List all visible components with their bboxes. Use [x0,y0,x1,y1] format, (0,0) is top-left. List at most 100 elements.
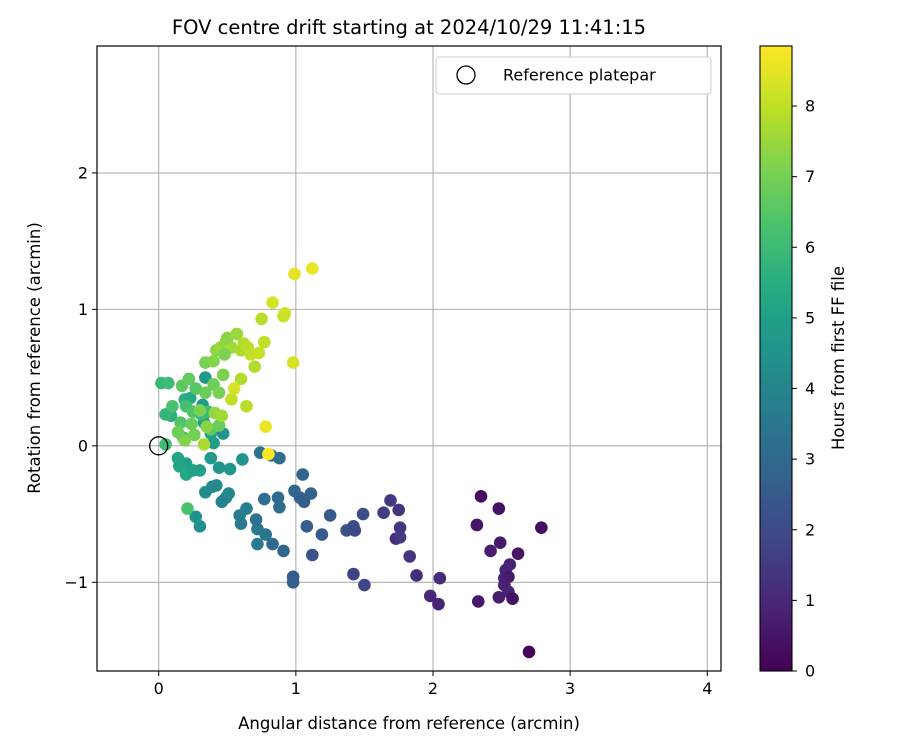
colorbar-tick-label: 4 [805,379,815,398]
data-point [193,520,207,533]
colorbar-gradient [760,46,792,671]
x-tick-label: 2 [428,679,438,698]
data-point [393,530,407,544]
data-point [181,502,194,515]
data-point [234,517,248,530]
data-point [258,492,271,506]
legend: Reference platepar [435,56,712,95]
data-point [159,438,172,451]
data-point [484,544,497,558]
plot-frame [96,45,722,672]
colorbar-tick-label: 5 [805,308,815,327]
y-tick-label: 1 [78,300,88,319]
data-point [251,537,264,551]
data-point [186,464,200,477]
data-point [193,404,207,417]
y-tick-label: 2 [78,163,88,182]
data-point [271,491,285,504]
data-point [258,335,271,349]
x-tick-label: 1 [291,679,301,698]
data-point [259,420,272,434]
data-point [255,312,268,326]
data-point [286,356,300,369]
x-axis-label: Angular distance from reference (arcmin) [238,714,580,733]
plot-background [97,46,721,671]
data-point [266,296,279,309]
colorbar-frame [759,45,793,672]
data-point [249,513,263,526]
colorbar-label: Hours from first FF file [829,266,848,450]
data-point [212,386,226,399]
data-point [185,417,198,431]
x-axis-ticks: 0 1 2 3 4 [154,671,712,698]
data-point [347,567,360,581]
data-point [315,528,329,541]
data-point [356,507,370,521]
data-point [348,524,362,537]
colorbar-tick-label: 0 [805,662,815,681]
data-point [358,578,371,592]
reference-platepar-marker [149,436,169,456]
data-point [423,589,437,603]
data-point [189,382,203,395]
data-point [493,536,507,550]
y-tick-label: −1 [64,573,88,592]
data-point [162,376,175,390]
data-point [304,487,318,500]
data-point [296,468,310,481]
data-point [288,267,301,281]
data-point [212,461,226,474]
data-point [492,502,506,515]
y-axis-ticks: −1 0 1 2 [64,163,97,592]
data-point [511,547,525,560]
data-point [266,537,279,551]
data-point [230,327,244,341]
data-point [506,592,519,605]
colorbar-tick-label: 3 [805,450,815,469]
legend-reference-marker [456,65,476,85]
x-tick-label: 3 [565,679,575,698]
data-point [182,372,196,386]
data-point [535,521,548,535]
colorbar-tick-label: 2 [805,520,815,539]
data-point [166,399,179,413]
data-point [403,550,416,563]
colorbar-tick-label: 7 [805,167,815,186]
data-point [225,393,238,406]
data-point [199,485,212,499]
data-point [215,409,229,423]
colorbar-tick-label: 6 [805,238,815,257]
data-point [204,451,218,465]
data-point [200,420,214,434]
data-point [262,447,275,461]
data-point [323,509,337,522]
data-point [199,386,212,399]
data-point [220,331,234,345]
data-point [300,520,314,533]
data-point [410,569,423,582]
chart-title: FOV centre drift starting at 2024/10/29 … [172,16,646,39]
colorbar-tick-label: 8 [805,97,815,116]
plot-area: 0 1 2 3 4 −1 0 1 2 [64,45,722,698]
data-point [215,495,229,509]
data-point [251,522,264,536]
scatter-points [155,262,548,659]
data-point [207,436,220,450]
colorbar-tick-label: 1 [805,591,815,610]
legend-label: Reference platepar [503,66,656,85]
data-point [216,368,230,382]
data-point [306,548,319,562]
y-axis-label: Rotation from reference (arcmin) [25,222,44,494]
data-point [234,372,248,386]
data-point [393,521,407,535]
data-point [286,575,300,589]
data-point [492,591,506,604]
data-point [188,428,201,442]
data-point [384,494,397,507]
data-point [471,595,485,608]
data-point [522,645,536,659]
data-point [236,453,249,466]
data-point [278,307,292,320]
data-point [273,500,286,514]
